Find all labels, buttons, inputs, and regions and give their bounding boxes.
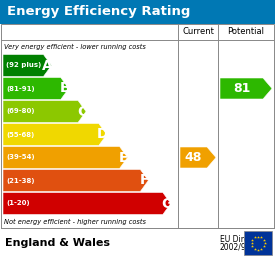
- Polygon shape: [3, 170, 148, 191]
- Text: Very energy efficient - lower running costs: Very energy efficient - lower running co…: [4, 44, 146, 50]
- Text: (21-38): (21-38): [6, 178, 34, 183]
- Text: 81: 81: [233, 82, 250, 95]
- FancyBboxPatch shape: [244, 231, 272, 255]
- Text: 48: 48: [185, 151, 202, 164]
- Polygon shape: [3, 124, 107, 146]
- Text: (69-80): (69-80): [6, 109, 34, 115]
- Polygon shape: [3, 192, 171, 214]
- Text: Energy Efficiency Rating: Energy Efficiency Rating: [7, 5, 190, 19]
- Text: F: F: [140, 173, 149, 188]
- Polygon shape: [220, 78, 272, 99]
- Text: Potential: Potential: [227, 28, 265, 36]
- Text: (81-91): (81-91): [6, 85, 35, 92]
- Text: C: C: [77, 104, 87, 118]
- Polygon shape: [3, 147, 128, 168]
- Text: B: B: [59, 82, 70, 95]
- Text: (92 plus): (92 plus): [6, 62, 41, 69]
- Polygon shape: [3, 54, 51, 77]
- Text: England & Wales: England & Wales: [5, 238, 110, 248]
- Text: 2002/91/EC: 2002/91/EC: [220, 243, 264, 252]
- Polygon shape: [3, 77, 69, 100]
- Text: (1-20): (1-20): [6, 200, 30, 206]
- Text: EU Directive: EU Directive: [220, 235, 267, 244]
- Text: E: E: [119, 150, 128, 165]
- Text: A: A: [42, 59, 53, 72]
- Text: (39-54): (39-54): [6, 155, 35, 160]
- Polygon shape: [180, 147, 216, 168]
- FancyBboxPatch shape: [1, 24, 274, 228]
- Text: Current: Current: [182, 28, 214, 36]
- Text: Not energy efficient - higher running costs: Not energy efficient - higher running co…: [4, 219, 146, 224]
- Text: D: D: [97, 127, 109, 141]
- Polygon shape: [3, 101, 86, 123]
- Text: G: G: [161, 197, 172, 211]
- Text: (55-68): (55-68): [6, 132, 34, 138]
- FancyBboxPatch shape: [0, 0, 275, 24]
